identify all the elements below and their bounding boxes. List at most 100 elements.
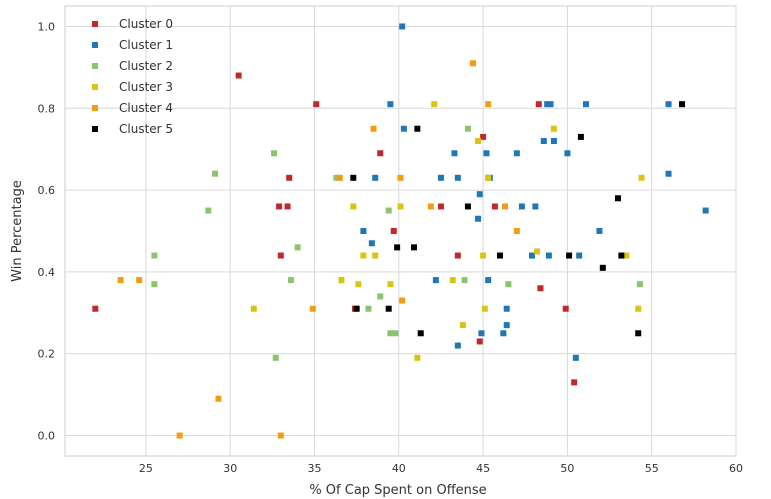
data-point-cluster-1 (360, 228, 367, 234)
x-tick-label: 35 (308, 462, 322, 475)
data-point-cluster-4 (485, 101, 492, 108)
legend-label: Cluster 5 (119, 122, 173, 136)
data-point-cluster-1 (432, 277, 439, 284)
data-point-cluster-5 (353, 305, 360, 312)
legend-marker (92, 42, 98, 48)
data-point-cluster-1 (400, 125, 407, 132)
legend-marker (92, 84, 98, 90)
data-point-cluster-1 (399, 23, 406, 30)
data-point-cluster-0 (276, 203, 283, 210)
x-axis-ticks: 25 30 35 40 45 50 55 60 (139, 462, 743, 475)
data-point-cluster-1 (529, 252, 536, 259)
data-point-cluster-1 (368, 240, 375, 247)
data-point-cluster-1 (582, 101, 589, 108)
data-point-cluster-5 (635, 330, 642, 337)
data-point-cluster-4 (117, 277, 124, 284)
data-points (92, 23, 709, 439)
data-point-cluster-1 (513, 150, 520, 157)
legend-label: Cluster 0 (119, 17, 173, 31)
data-point-cluster-1 (545, 252, 552, 259)
data-point-cluster-1 (476, 191, 483, 198)
data-point-cluster-1 (702, 207, 709, 214)
data-point-cluster-4 (502, 203, 509, 210)
data-point-cluster-3 (387, 281, 394, 288)
legend-label: Cluster 3 (119, 80, 173, 94)
data-point-cluster-1 (572, 354, 579, 361)
data-point-cluster-4 (336, 174, 343, 181)
x-tick-label: 60 (729, 462, 743, 475)
data-point-cluster-2 (212, 170, 219, 177)
data-point-cluster-2 (464, 125, 471, 132)
x-tick-label: 40 (392, 462, 406, 475)
data-point-cluster-3 (475, 138, 482, 144)
y-tick-label: 0.4 (38, 266, 56, 279)
data-point-cluster-1 (540, 138, 547, 144)
x-tick-label: 25 (139, 462, 153, 475)
data-point-cluster-3 (485, 174, 492, 181)
data-point-cluster-4 (397, 174, 404, 181)
data-point-cluster-4 (277, 432, 284, 439)
data-point-cluster-0 (535, 101, 542, 108)
data-point-cluster-0 (454, 252, 461, 259)
data-point-cluster-0 (235, 72, 242, 79)
data-point-cluster-5 (417, 330, 424, 337)
data-point-cluster-1 (454, 342, 461, 349)
data-point-cluster-0 (476, 338, 483, 345)
legend-marker (92, 126, 98, 132)
data-point-cluster-1 (550, 138, 557, 144)
data-point-cluster-3 (414, 354, 421, 361)
data-point-cluster-2 (151, 252, 158, 259)
data-point-cluster-1 (518, 203, 525, 210)
data-point-cluster-5 (410, 244, 417, 251)
data-point-cluster-5 (385, 305, 392, 312)
data-point-cluster-3 (372, 252, 379, 259)
data-point-cluster-1 (665, 170, 672, 177)
data-point-cluster-2 (294, 244, 301, 251)
y-axis-label: Win Percentage (10, 180, 25, 282)
data-point-cluster-3 (534, 248, 541, 255)
data-point-cluster-3 (550, 125, 557, 132)
data-point-cluster-1 (451, 150, 458, 157)
data-point-cluster-0 (286, 174, 293, 181)
data-point-cluster-3 (623, 252, 630, 259)
legend-label: Cluster 2 (119, 59, 173, 73)
data-point-cluster-1 (564, 150, 571, 157)
data-point-cluster-4 (399, 297, 406, 304)
data-point-cluster-5 (566, 252, 573, 259)
data-point-cluster-3 (360, 252, 367, 259)
data-point-cluster-0 (571, 379, 578, 386)
data-point-cluster-2 (377, 293, 384, 300)
data-point-cluster-4 (427, 203, 434, 210)
data-point-cluster-1 (576, 252, 583, 259)
data-point-cluster-2 (385, 207, 392, 214)
data-point-cluster-3 (397, 203, 404, 210)
y-tick-label: 0.8 (38, 102, 56, 115)
data-point-cluster-4 (370, 125, 377, 132)
data-point-cluster-0 (562, 305, 569, 312)
legend-marker (92, 105, 98, 111)
legend-marker (92, 21, 98, 27)
data-point-cluster-1 (665, 101, 672, 108)
data-point-cluster-0 (480, 133, 487, 140)
data-point-cluster-1 (544, 101, 551, 108)
data-point-cluster-3 (638, 174, 645, 181)
data-point-cluster-3 (338, 277, 345, 284)
data-point-cluster-1 (503, 305, 510, 312)
x-tick-label: 45 (476, 462, 490, 475)
y-tick-label: 0.6 (38, 184, 56, 197)
data-point-cluster-5 (618, 252, 625, 259)
data-point-cluster-5 (394, 244, 401, 251)
data-point-cluster-5 (679, 101, 686, 108)
data-point-cluster-4 (309, 305, 316, 312)
data-point-cluster-3 (355, 281, 362, 288)
data-point-cluster-2 (287, 277, 294, 284)
y-axis-ticks: 0.0 0.2 0.4 0.6 0.8 1.0 (38, 20, 56, 442)
data-point-cluster-4 (469, 60, 476, 67)
data-point-cluster-0 (284, 203, 291, 210)
data-point-cluster-2 (205, 207, 212, 214)
data-point-cluster-2 (387, 330, 394, 337)
data-point-cluster-0 (313, 101, 320, 108)
data-point-cluster-0 (491, 203, 498, 210)
plot-background (64, 5, 737, 457)
x-tick-label: 55 (645, 462, 659, 475)
